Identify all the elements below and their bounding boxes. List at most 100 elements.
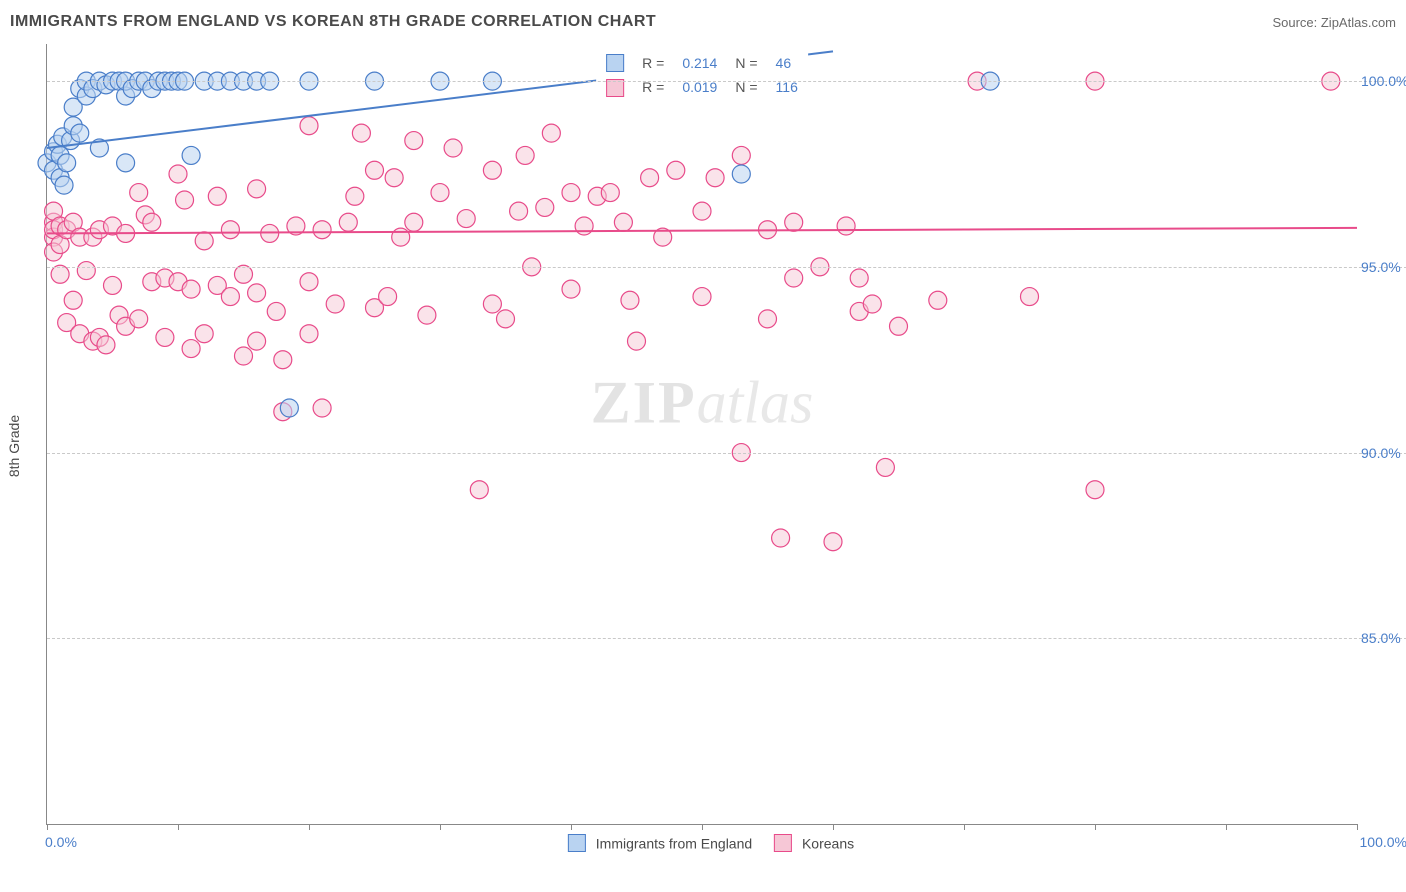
data-point-korean <box>274 351 292 369</box>
data-point-korean <box>221 221 239 239</box>
data-point-korean <box>785 213 803 231</box>
data-point-korean <box>182 340 200 358</box>
data-point-korean <box>248 332 266 350</box>
data-point-korean <box>483 161 501 179</box>
data-point-korean <box>850 269 868 287</box>
data-point-korean <box>156 328 174 346</box>
data-point-korean <box>444 139 462 157</box>
data-point-korean <box>641 169 659 187</box>
data-point-korean <box>562 280 580 298</box>
r-label-2: R = <box>634 76 672 98</box>
data-point-korean <box>143 213 161 231</box>
plot-area: ZIPatlas R = 0.214 N = 46 R = 0.019 N = … <box>46 44 1357 825</box>
r-label: R = <box>634 52 672 74</box>
england-r-value: 0.214 <box>674 52 725 74</box>
data-point-korean <box>221 288 239 306</box>
data-point-korean <box>628 332 646 350</box>
data-point-korean <box>64 291 82 309</box>
data-point-korean <box>300 273 318 291</box>
data-point-korean <box>1021 288 1039 306</box>
data-point-korean <box>169 165 187 183</box>
data-point-korean <box>352 124 370 142</box>
korean-r-value: 0.019 <box>674 76 725 98</box>
trend-line-korean <box>47 228 1357 234</box>
swatch-england-icon <box>606 54 624 72</box>
data-point-korean <box>366 161 384 179</box>
data-point-korean <box>346 187 364 205</box>
data-point-korean <box>248 180 266 198</box>
korean-n-value: 116 <box>768 76 806 98</box>
data-point-korean <box>876 458 894 476</box>
gridline <box>47 267 1406 268</box>
x-tick <box>964 824 965 830</box>
x-tick <box>833 824 834 830</box>
data-point-korean <box>575 217 593 235</box>
data-point-korean <box>759 310 777 328</box>
data-point-korean <box>837 217 855 235</box>
data-point-korean <box>483 295 501 313</box>
data-point-england <box>55 176 73 194</box>
data-point-england <box>71 124 89 142</box>
data-point-korean <box>863 295 881 313</box>
data-point-korean <box>824 533 842 551</box>
x-min-label: 0.0% <box>45 834 77 850</box>
x-max-label: 100.0% <box>1360 834 1406 850</box>
x-tick <box>571 824 572 830</box>
data-point-korean <box>248 284 266 302</box>
data-point-korean <box>732 146 750 164</box>
y-tick-label: 100.0% <box>1361 73 1406 89</box>
x-tick <box>702 824 703 830</box>
bottom-legend: Immigrants from England Koreans <box>550 834 854 852</box>
data-point-england <box>182 146 200 164</box>
data-point-korean <box>667 161 685 179</box>
data-point-korean <box>300 117 318 135</box>
data-point-korean <box>208 187 226 205</box>
data-point-korean <box>97 336 115 354</box>
data-point-korean <box>457 210 475 228</box>
data-point-korean <box>693 202 711 220</box>
data-point-korean <box>890 317 908 335</box>
data-point-korean <box>418 306 436 324</box>
data-point-korean <box>176 191 194 209</box>
x-tick <box>309 824 310 830</box>
legend-england-label: Immigrants from England <box>596 835 752 851</box>
data-point-korean <box>51 265 69 283</box>
data-point-korean <box>392 228 410 246</box>
data-point-korean <box>542 124 560 142</box>
x-tick <box>1226 824 1227 830</box>
x-tick <box>1357 824 1358 830</box>
gridline <box>47 453 1406 454</box>
data-point-korean <box>706 169 724 187</box>
chart-title: IMMIGRANTS FROM ENGLAND VS KOREAN 8TH GR… <box>10 13 656 31</box>
data-point-korean <box>104 276 122 294</box>
data-point-korean <box>785 269 803 287</box>
data-point-korean <box>1086 481 1104 499</box>
x-tick <box>47 824 48 830</box>
gridline <box>47 81 1406 82</box>
data-point-korean <box>313 399 331 417</box>
x-tick <box>178 824 179 830</box>
data-point-england <box>280 399 298 417</box>
data-point-korean <box>693 288 711 306</box>
legend-korean-label: Koreans <box>802 835 854 851</box>
source-label: Source: ZipAtlas.com <box>1272 15 1396 30</box>
data-point-korean <box>130 310 148 328</box>
data-point-korean <box>516 146 534 164</box>
data-point-korean <box>405 132 423 150</box>
data-point-korean <box>470 481 488 499</box>
data-point-korean <box>339 213 357 231</box>
y-tick-label: 90.0% <box>1361 445 1406 461</box>
data-point-korean <box>195 325 213 343</box>
data-point-korean <box>130 184 148 202</box>
y-tick-label: 95.0% <box>1361 259 1406 275</box>
data-point-korean <box>77 262 95 280</box>
y-tick-label: 85.0% <box>1361 630 1406 646</box>
correlation-legend: R = 0.214 N = 46 R = 0.019 N = 116 <box>596 50 808 101</box>
data-point-korean <box>772 529 790 547</box>
data-point-korean <box>614 213 632 231</box>
data-point-korean <box>621 291 639 309</box>
data-point-korean <box>195 232 213 250</box>
x-tick <box>440 824 441 830</box>
england-n-value: 46 <box>768 52 806 74</box>
data-point-korean <box>536 198 554 216</box>
